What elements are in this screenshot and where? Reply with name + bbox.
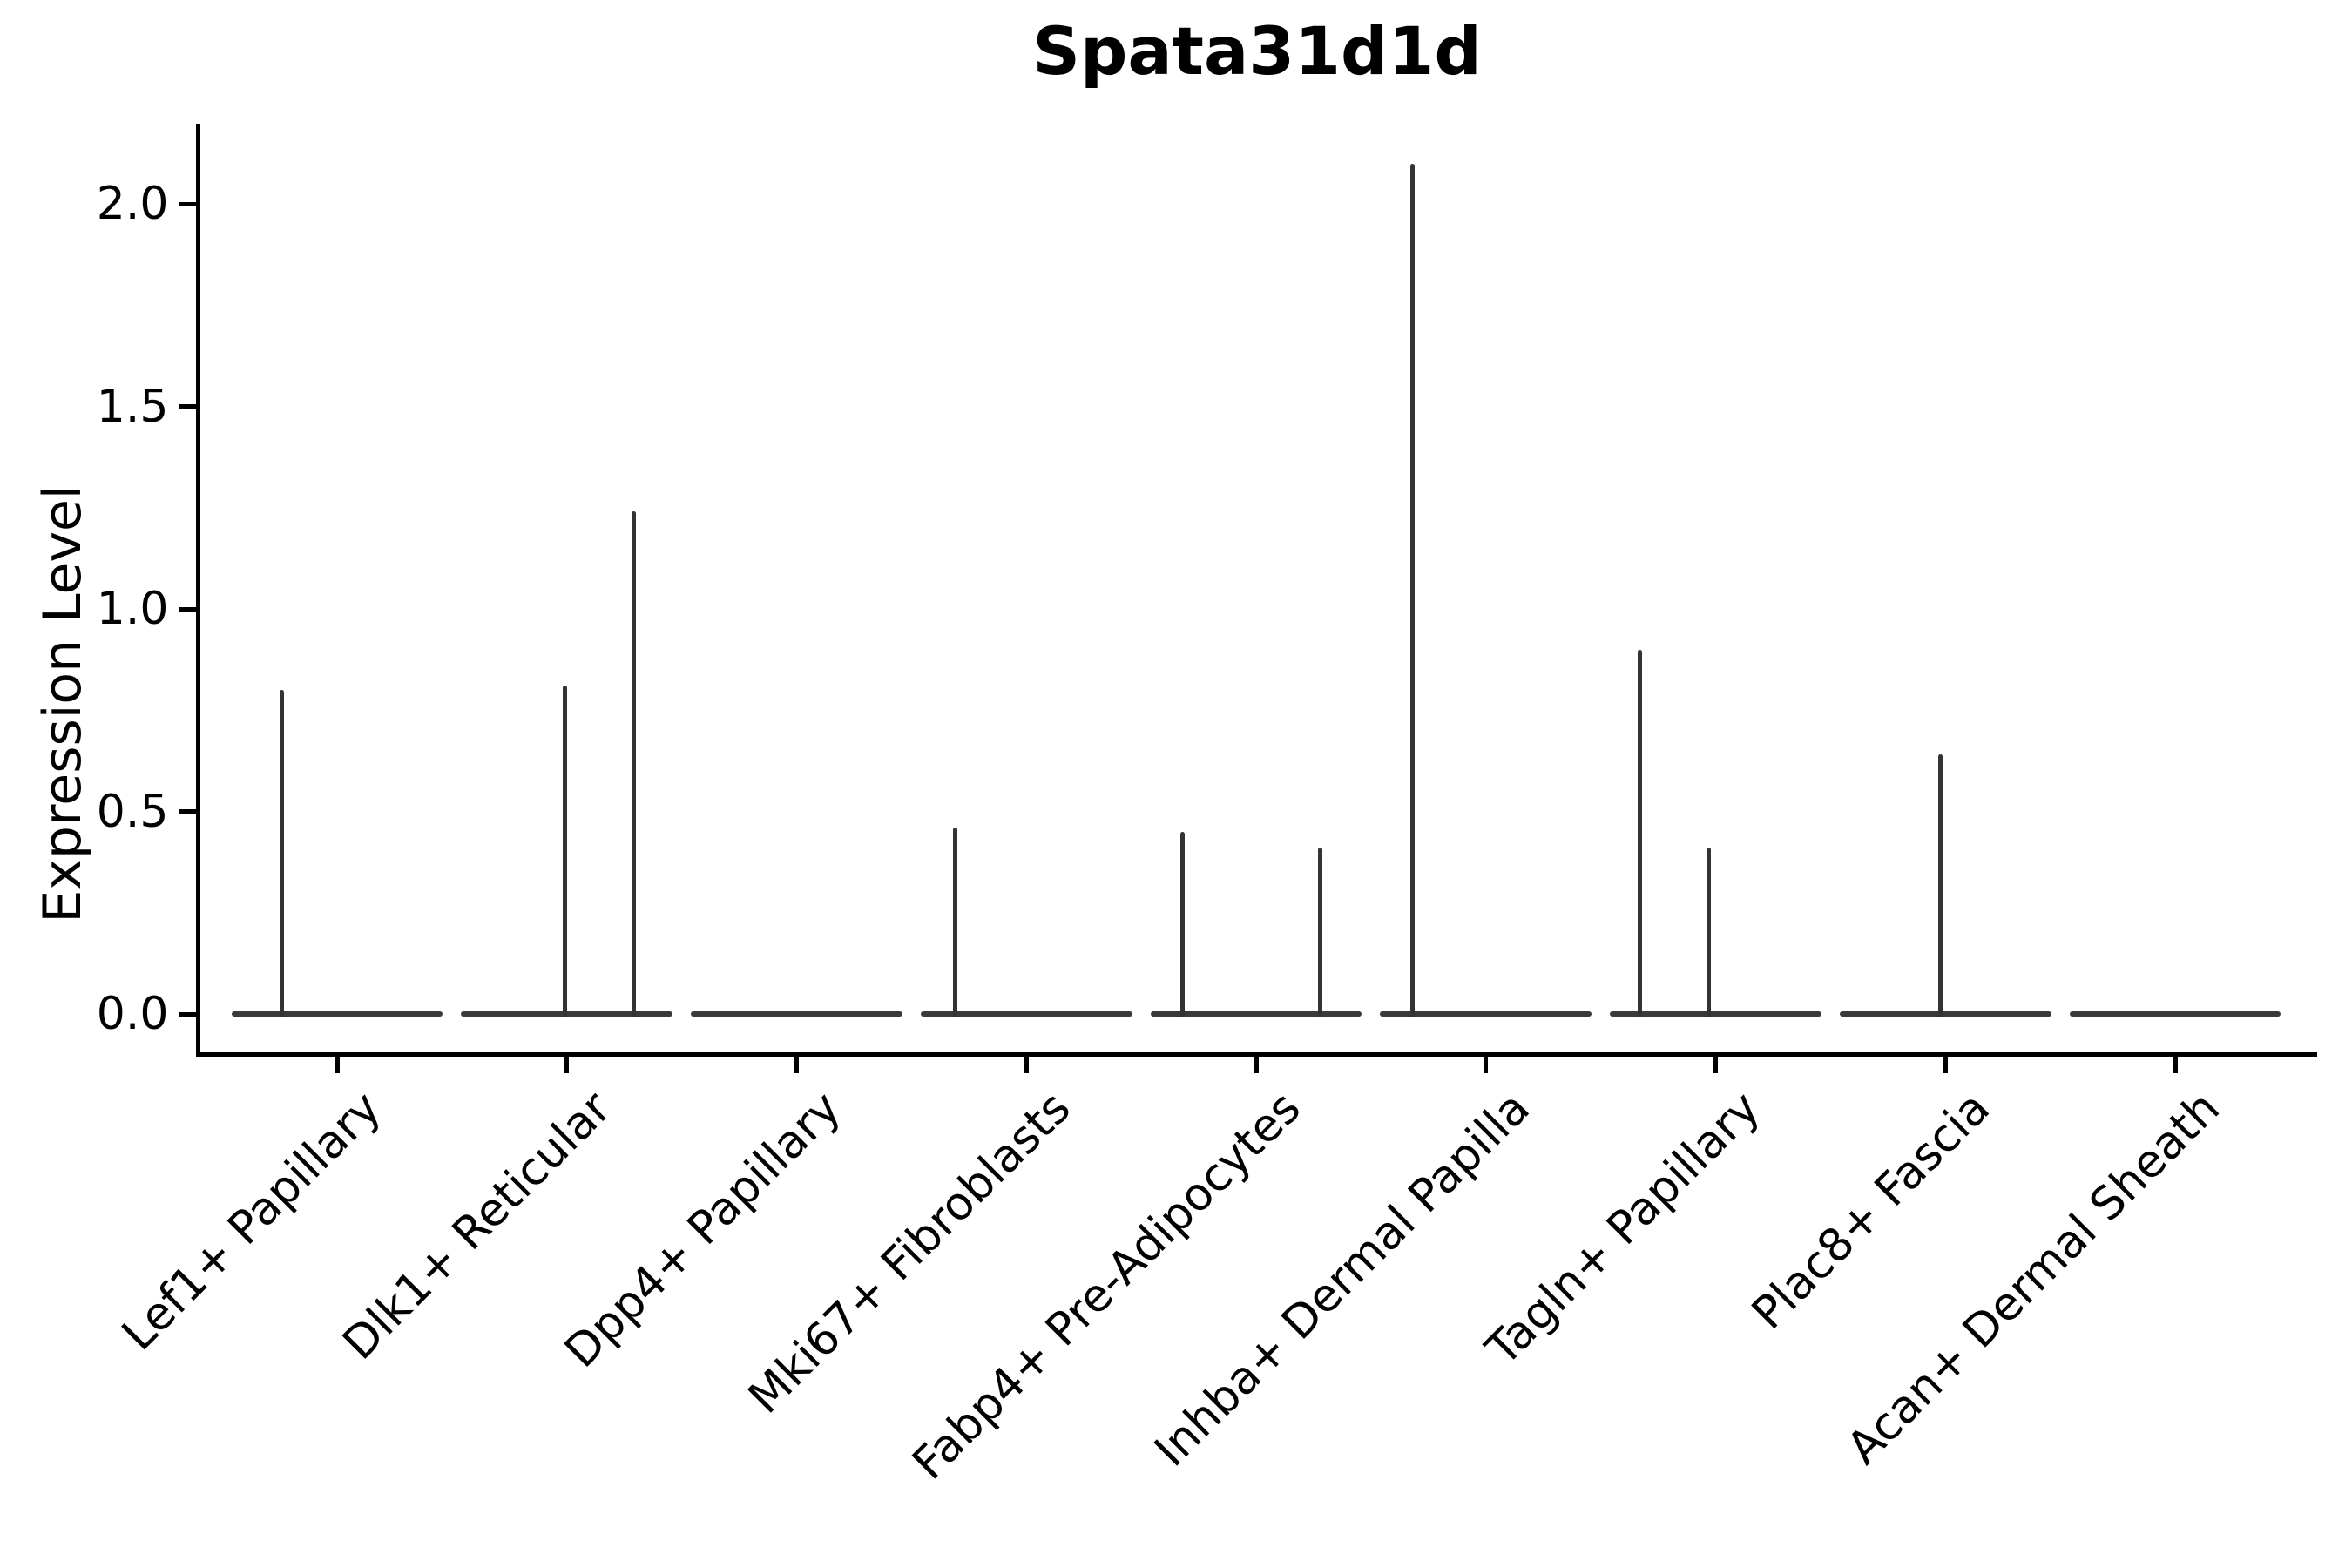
violin-zero-line [1839,1011,2051,1017]
violin-spike [1409,163,1415,1017]
violin-spike [1637,649,1642,1017]
violin-zero-line [1380,1011,1592,1017]
violin-spike [562,686,567,1017]
violin-zero-line [231,1011,443,1017]
y-tick [179,404,196,409]
x-tick-label: Inhba+ Dermal Papilla [1145,1082,1541,1477]
x-axis-spine [195,1051,2317,1057]
violin-spike [1318,848,1323,1017]
x-tick [335,1056,340,1073]
x-tick [1254,1056,1259,1073]
violin-spike [952,828,957,1017]
violin-spike [1938,754,1943,1017]
x-tick [794,1056,799,1073]
y-tick-label: 1.5 [96,380,169,433]
y-tick-label: 1.0 [96,583,169,635]
y-axis-spine [195,124,200,1057]
x-tick-label: Plac8+ Fascia [1741,1082,2000,1340]
x-tick [1943,1056,1948,1073]
violin-spike [280,690,285,1017]
x-tick [1484,1056,1489,1073]
violin-zero-line [461,1011,673,1017]
x-tick [2173,1056,2178,1073]
violin-spike [1707,848,1712,1017]
violin-zero-line [920,1011,1132,1017]
x-tick-label: Fabp4+ Pre-Adipocytes [902,1082,1311,1490]
x-tick [1713,1056,1718,1073]
x-tick-label: Acan+ Dermal Sheath [1836,1082,2230,1475]
y-axis-label: Expression Level [32,484,93,923]
y-tick-label: 2.0 [96,178,169,230]
y-tick-label: 0.0 [96,988,169,1040]
y-tick [179,809,196,814]
y-tick-label: 0.5 [96,785,169,838]
x-tick [564,1056,570,1073]
y-tick [179,201,196,206]
x-tick [1024,1056,1029,1073]
y-tick [179,606,196,612]
y-tick [179,1011,196,1017]
violin-zero-line [1610,1011,1821,1017]
violin-zero-line [691,1011,902,1017]
chart-title: Spata31d1d [1032,12,1482,90]
violin-spike [631,511,636,1017]
violin-spike [1180,831,1186,1017]
violin-zero-line [2069,1011,2281,1017]
violin-zero-line [1150,1011,1362,1017]
